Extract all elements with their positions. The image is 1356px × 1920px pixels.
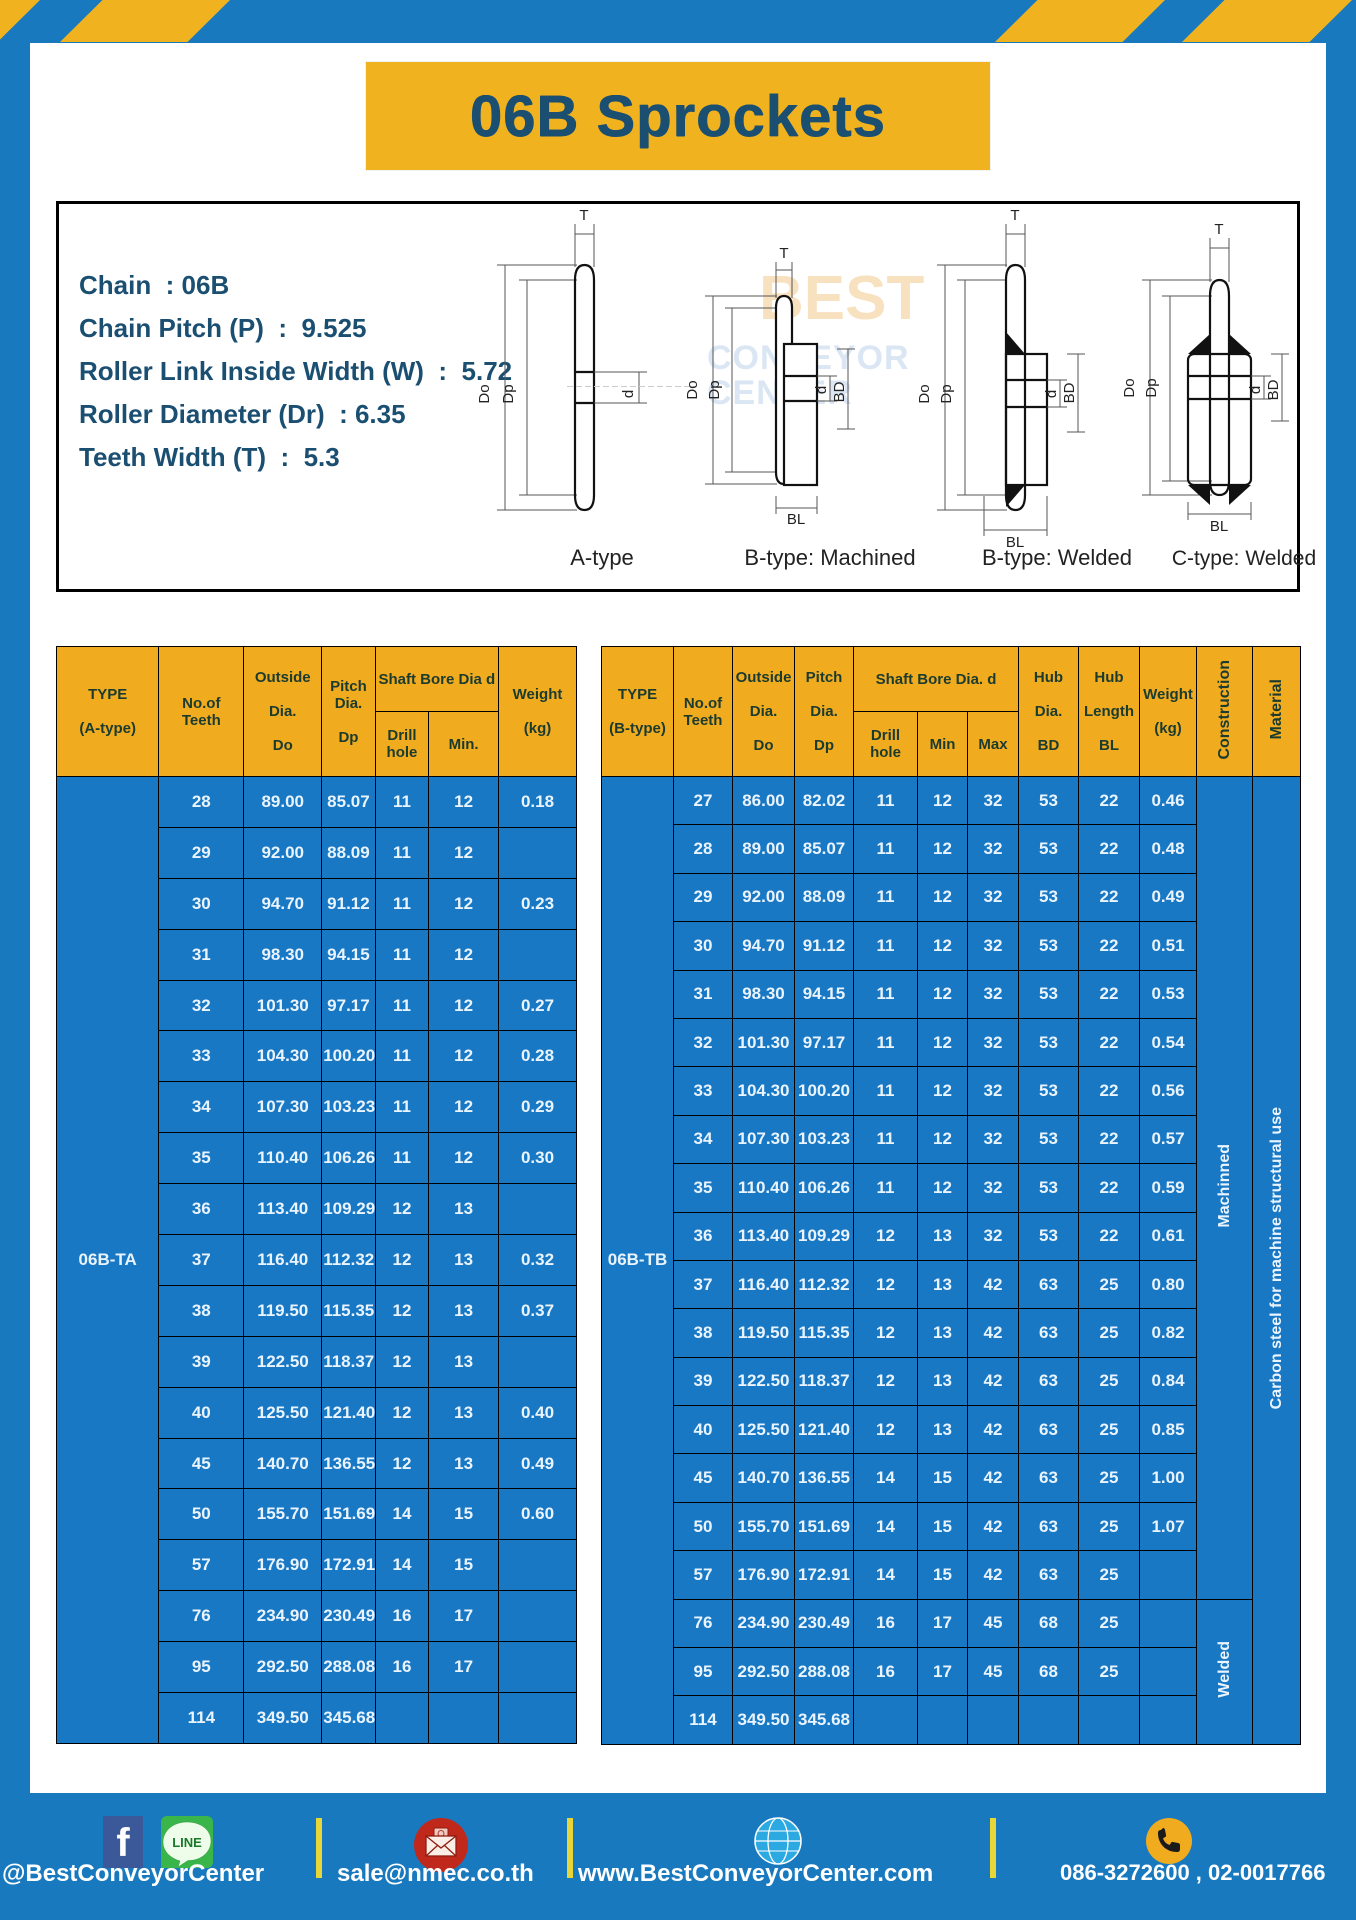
svg-text:T: T <box>1010 207 1019 224</box>
svg-text:Dp: Dp <box>1143 378 1160 397</box>
svg-text:BD: BD <box>1265 379 1282 400</box>
svg-text:f: f <box>116 1821 130 1865</box>
svg-text:BD: BD <box>1061 382 1078 403</box>
svg-text:d: d <box>620 390 637 398</box>
svg-text:Do: Do <box>916 384 933 403</box>
svg-text:T: T <box>1214 221 1223 238</box>
svg-text:d: d <box>813 386 830 394</box>
svg-text:BL: BL <box>1210 518 1228 535</box>
svg-text:T: T <box>779 245 788 262</box>
svg-text:Do: Do <box>684 380 701 399</box>
svg-text:Dp: Dp <box>938 384 955 403</box>
svg-text:LINE: LINE <box>172 1835 202 1850</box>
svg-text:T: T <box>579 207 588 224</box>
svg-text:Dp: Dp <box>706 380 723 399</box>
svg-text:BL: BL <box>787 511 805 528</box>
svg-text:Dp: Dp <box>500 384 517 403</box>
svg-text:d: d <box>1043 390 1060 398</box>
svg-text:d: d <box>1247 386 1264 394</box>
svg-text:Do: Do <box>1121 378 1138 397</box>
svg-text:Do: Do <box>476 384 493 403</box>
svg-text:BD: BD <box>831 381 848 402</box>
